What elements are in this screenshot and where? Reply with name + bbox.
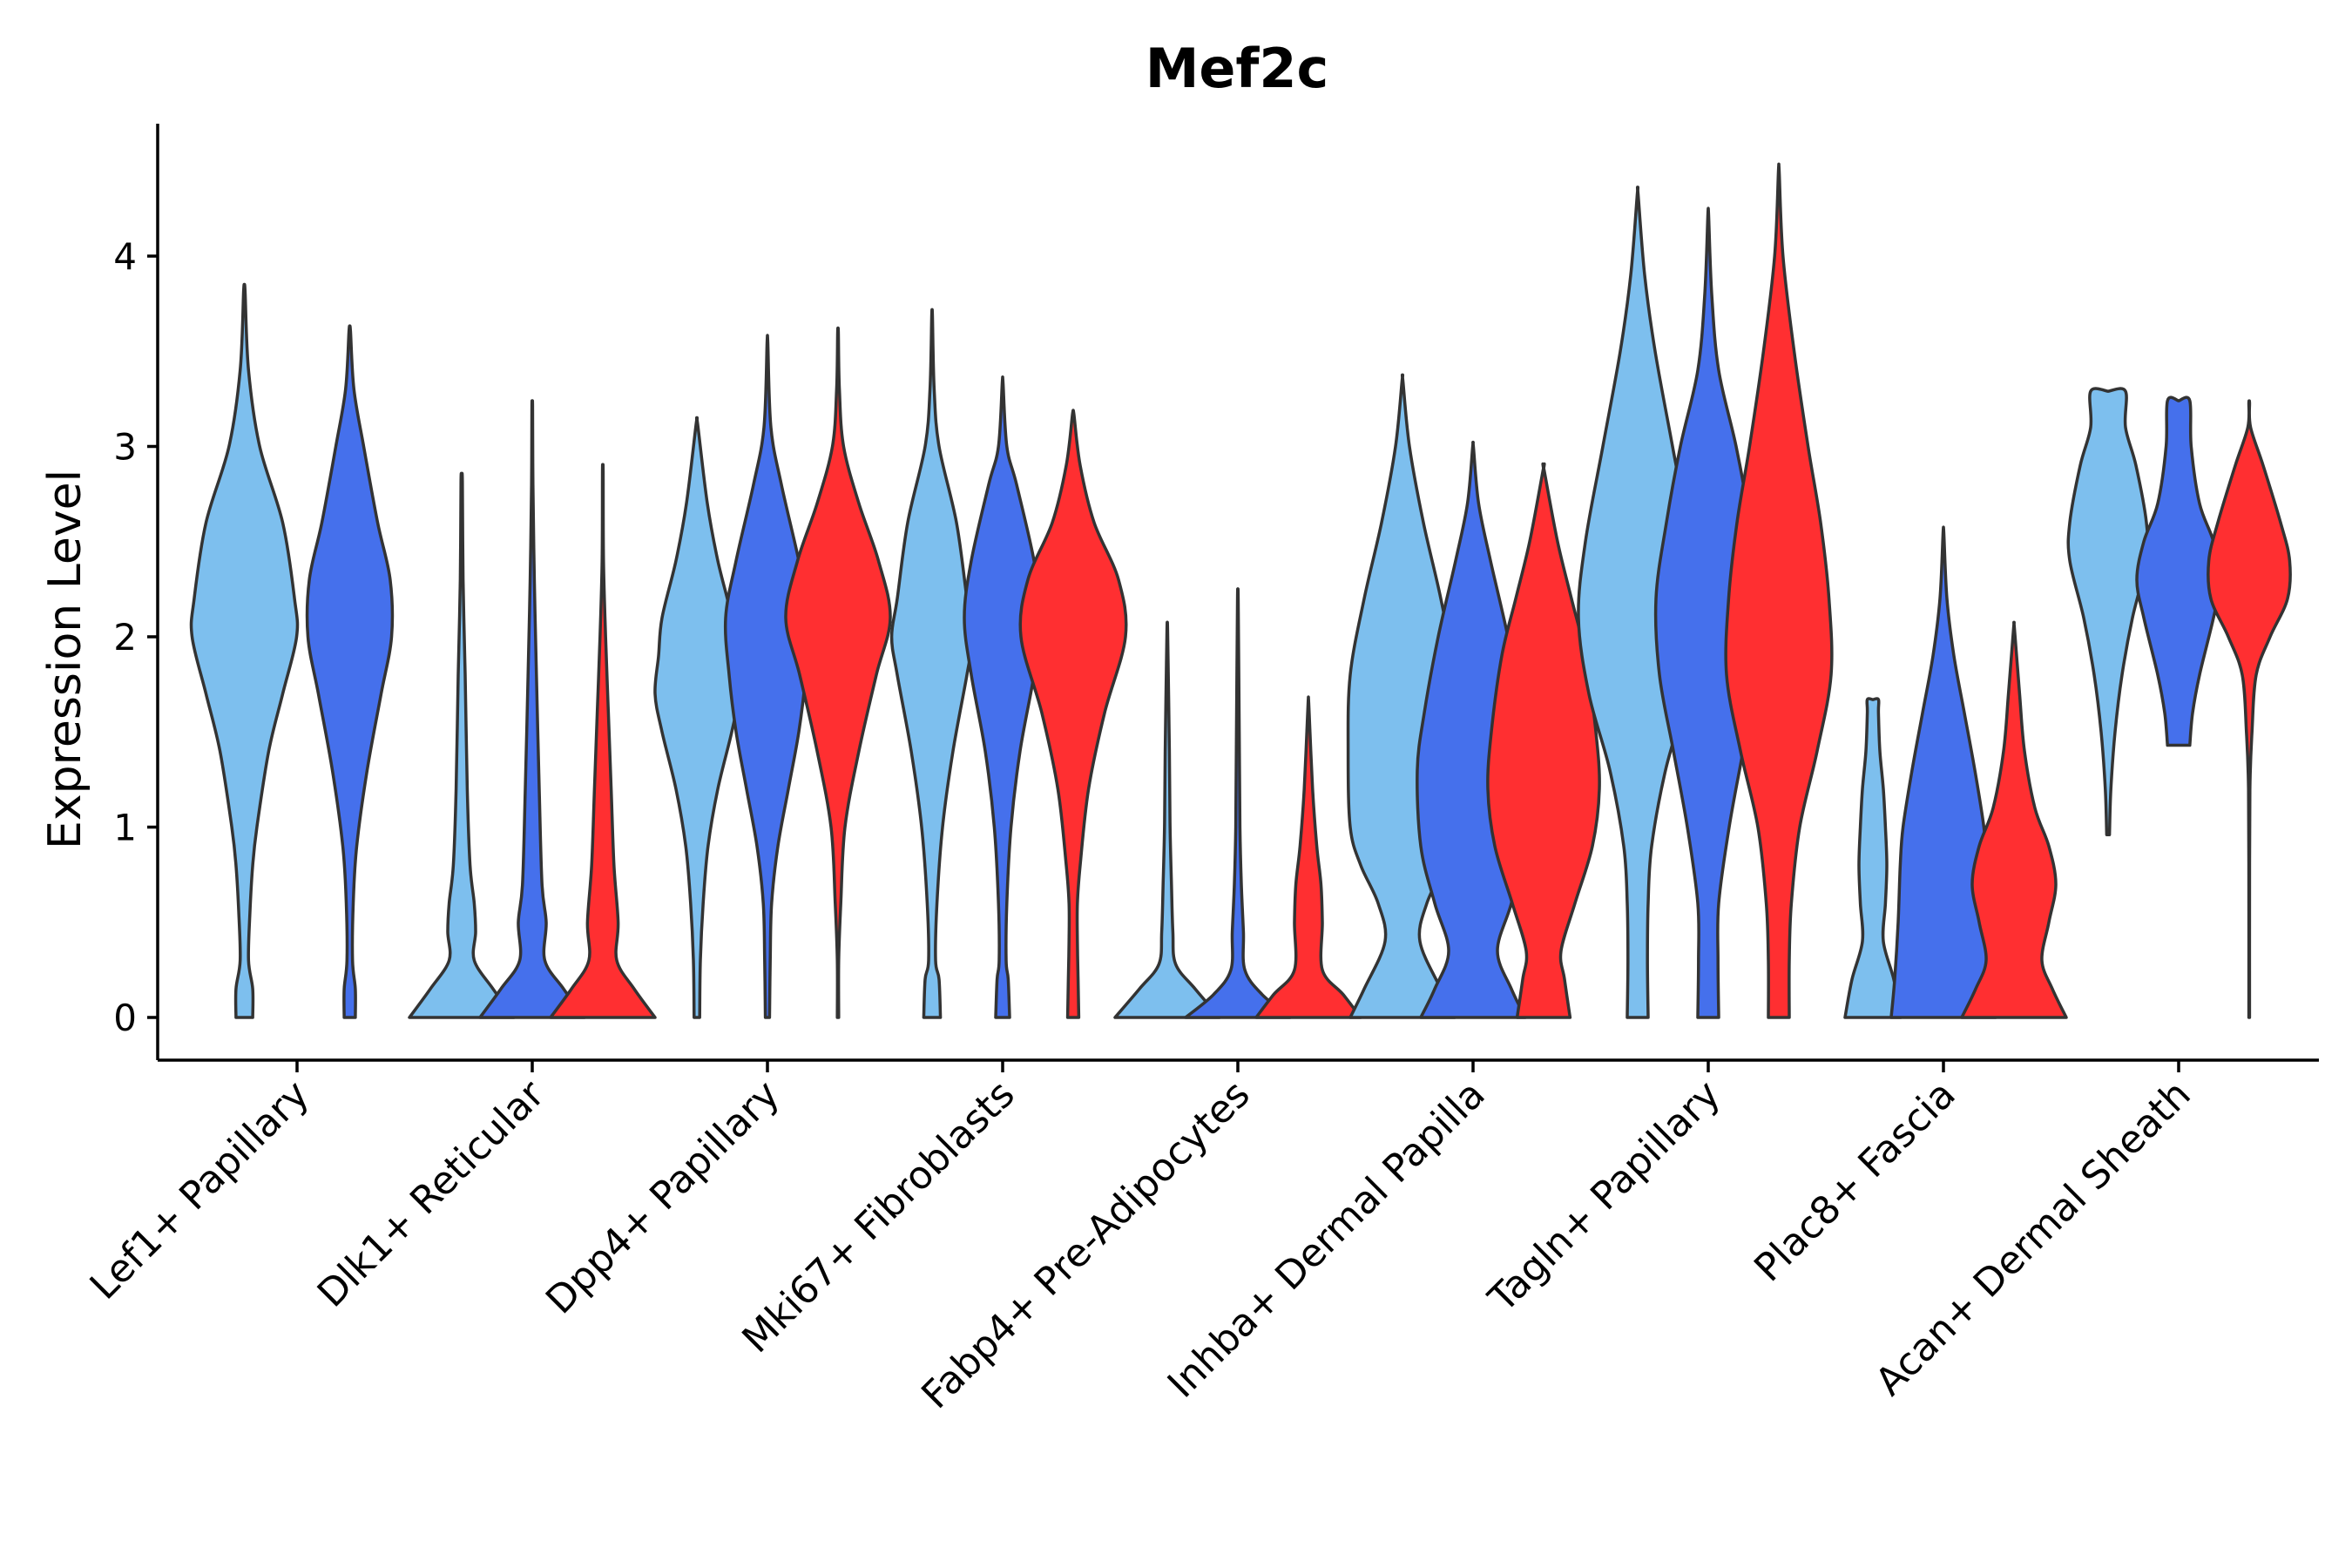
y-tick-label: 1 <box>113 807 137 849</box>
y-axis-label: Expression Level <box>39 470 91 849</box>
x-tick-label: Dlk1+ Reticular <box>309 1071 554 1316</box>
violin-4-1 <box>889 308 975 1019</box>
y-tick-label: 3 <box>113 426 137 469</box>
violin-4-3 <box>1018 409 1128 1019</box>
violin-1-2 <box>305 324 395 1019</box>
violin-9-2 <box>2135 395 2222 747</box>
violin-1-1 <box>189 282 300 1019</box>
violin-8-1 <box>1843 697 1903 1019</box>
x-tick-label: Dpp4+ Papillary <box>537 1072 788 1323</box>
violin-3-1 <box>653 416 740 1019</box>
x-tick-label: Tagln+ Papillary <box>1480 1072 1729 1321</box>
chart-title: Mef2c <box>1146 37 1329 100</box>
violin-7-3 <box>1724 162 1834 1019</box>
x-tick-label: Lef1+ Papillary <box>82 1072 318 1308</box>
violin-5-1 <box>1113 620 1221 1019</box>
violin-6-3 <box>1486 462 1601 1019</box>
violin-3-3 <box>784 326 892 1019</box>
y-tick-label: 2 <box>113 616 137 659</box>
violin-layer <box>189 162 2292 1019</box>
y-tick-label: 0 <box>113 997 137 1039</box>
violin-4-2 <box>963 375 1043 1019</box>
violin-3-2 <box>723 334 812 1019</box>
violin-8-3 <box>1960 620 2068 1019</box>
violin-2-1 <box>408 471 516 1019</box>
violin-8-2 <box>1889 525 1997 1019</box>
violin-9-1 <box>2066 387 2150 836</box>
violin-2-3 <box>549 463 657 1019</box>
y-tick-label: 4 <box>113 235 137 278</box>
violin-2-2 <box>478 399 586 1019</box>
violin-7-1 <box>1577 186 1699 1019</box>
violin-5-3 <box>1254 695 1362 1019</box>
violin-9-3 <box>2207 399 2292 1019</box>
y-axis-ticks: 0 1 2 3 4 <box>113 235 158 1039</box>
violin-5-2 <box>1184 587 1292 1019</box>
x-tick-label: Plac8+ Fascia <box>1746 1072 1964 1291</box>
